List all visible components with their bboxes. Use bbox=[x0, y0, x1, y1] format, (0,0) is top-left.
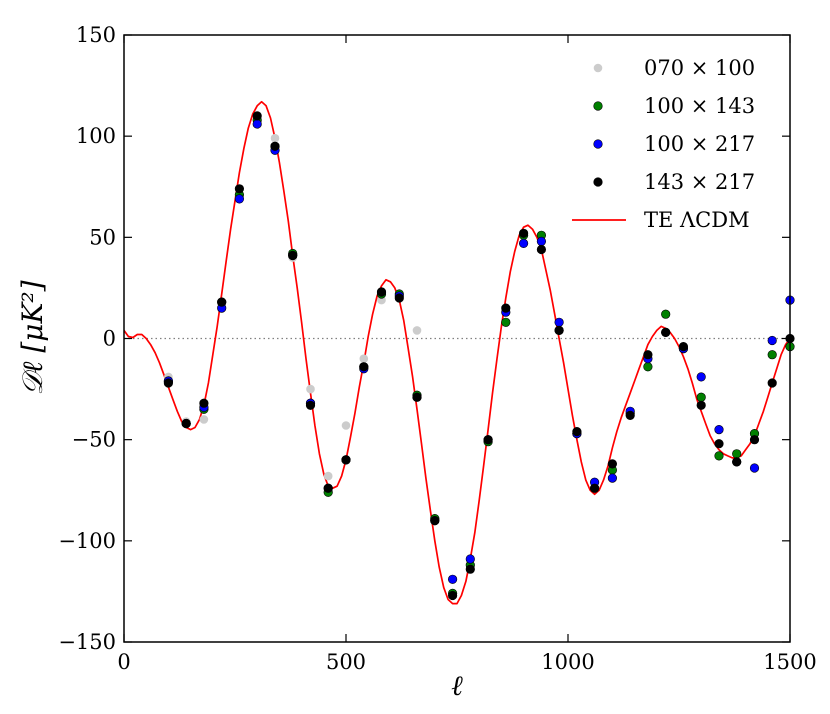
data-point bbox=[661, 309, 671, 319]
legend-label: 100 × 217 bbox=[644, 132, 755, 156]
data-point bbox=[749, 435, 760, 445]
data-point bbox=[749, 463, 760, 473]
y-tick-label: 150 bbox=[76, 23, 116, 47]
data-point bbox=[732, 457, 742, 467]
data-point bbox=[465, 554, 475, 564]
data-point bbox=[536, 236, 547, 246]
data-point bbox=[714, 439, 724, 449]
y-tick-label: −100 bbox=[58, 529, 116, 553]
data-point bbox=[732, 449, 742, 459]
data-point bbox=[341, 421, 351, 430]
legend-marker bbox=[593, 139, 603, 149]
data-point bbox=[536, 244, 547, 255]
data-point bbox=[483, 435, 493, 445]
data-point bbox=[359, 362, 369, 372]
data-point bbox=[181, 418, 191, 429]
data-point bbox=[678, 342, 689, 352]
data-point bbox=[607, 473, 618, 483]
x-tick-label: 500 bbox=[326, 650, 366, 674]
y-tick-label: −150 bbox=[58, 630, 116, 654]
data-point bbox=[767, 378, 777, 388]
data-point bbox=[448, 574, 458, 584]
x-tick-label: 0 bbox=[117, 650, 130, 674]
data-point bbox=[643, 350, 653, 360]
data-point bbox=[767, 350, 777, 360]
data-point bbox=[625, 410, 635, 421]
data-point bbox=[306, 384, 315, 394]
series-4 bbox=[163, 111, 795, 601]
data-point bbox=[305, 400, 316, 410]
data-point bbox=[518, 238, 529, 248]
data-point bbox=[394, 293, 404, 303]
data-point bbox=[465, 564, 475, 574]
data-point bbox=[430, 515, 440, 526]
data-point bbox=[234, 194, 244, 204]
y-tick-label: 0 bbox=[103, 327, 116, 351]
y-axis-label: 𝒟ℓ [μK²] bbox=[16, 280, 49, 395]
data-point bbox=[572, 427, 582, 437]
data-point bbox=[767, 335, 777, 346]
data-point bbox=[448, 590, 458, 601]
data-point bbox=[270, 133, 280, 143]
data-point bbox=[661, 327, 671, 338]
legend: 070 × 100 100 × 143 100 × 217 143 × 217 TE Λ… bbox=[572, 56, 755, 232]
data-point bbox=[199, 398, 209, 408]
data-point bbox=[252, 119, 262, 129]
legend-marker bbox=[593, 101, 603, 111]
data-point bbox=[359, 354, 369, 364]
y-tick-label: 50 bbox=[89, 225, 116, 249]
x-tick-label: 1500 bbox=[763, 650, 816, 674]
data-point bbox=[607, 459, 618, 469]
data-point bbox=[501, 317, 511, 327]
data-point bbox=[501, 303, 511, 313]
data-point bbox=[412, 392, 422, 402]
data-point bbox=[589, 483, 600, 493]
x-tick-label: 1000 bbox=[541, 650, 594, 674]
data-point bbox=[376, 287, 387, 297]
data-point bbox=[554, 317, 564, 327]
y-tick-label: −50 bbox=[72, 428, 116, 452]
data-point bbox=[270, 141, 280, 151]
data-point bbox=[288, 250, 298, 261]
legend-label: 100 × 143 bbox=[644, 94, 755, 118]
data-point bbox=[518, 228, 529, 238]
data-point bbox=[217, 297, 227, 307]
data-point bbox=[714, 425, 724, 435]
legend-label: TE ΛCDM bbox=[644, 208, 750, 232]
data-point bbox=[554, 325, 564, 336]
data-point bbox=[696, 392, 706, 402]
legend-label: 143 × 217 bbox=[644, 170, 755, 194]
data-point bbox=[643, 362, 653, 372]
data-point bbox=[234, 184, 244, 194]
data-point bbox=[323, 471, 333, 481]
data-point bbox=[323, 483, 333, 493]
data-point bbox=[163, 378, 173, 388]
x-axis-label: ℓ bbox=[451, 669, 463, 702]
legend-marker bbox=[593, 177, 603, 187]
data-point bbox=[696, 400, 706, 410]
data-point bbox=[252, 111, 262, 121]
data-point bbox=[696, 372, 706, 382]
data-point bbox=[412, 326, 422, 335]
y-tick-label: 100 bbox=[76, 124, 116, 148]
data-point bbox=[199, 415, 209, 424]
data-point bbox=[714, 451, 724, 461]
legend-marker bbox=[593, 63, 603, 73]
data-point bbox=[341, 455, 351, 465]
legend-label: 070 × 100 bbox=[644, 56, 755, 80]
